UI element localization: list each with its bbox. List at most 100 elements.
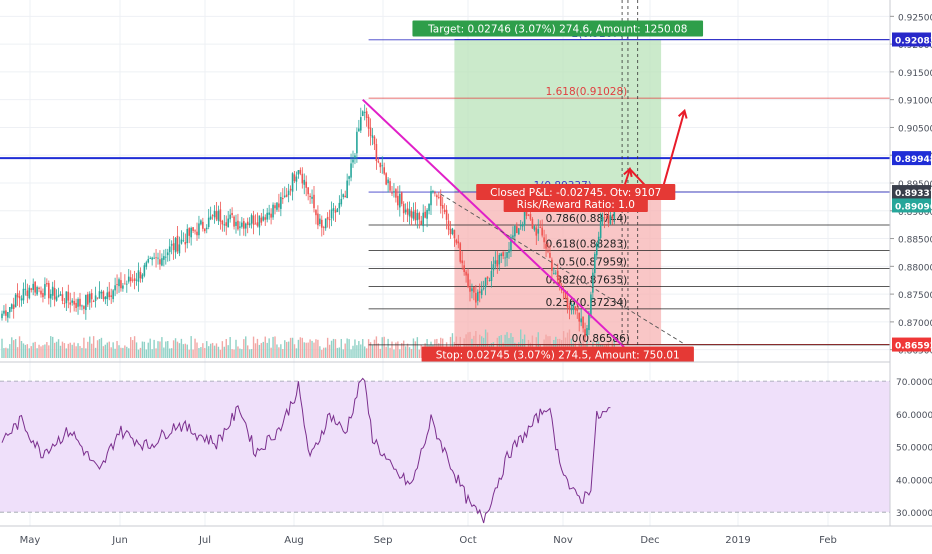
volume-bar	[50, 336, 52, 358]
volume-bar	[149, 338, 151, 358]
volume-bar	[67, 343, 69, 358]
candle-body	[572, 304, 575, 311]
candle-body	[73, 300, 75, 305]
candle-body	[241, 222, 243, 227]
volume-bar	[114, 348, 116, 358]
candle-body	[527, 214, 530, 216]
volume-bar	[342, 349, 344, 358]
volume-bar	[416, 337, 419, 358]
candle-body	[280, 197, 282, 209]
volume-bar	[55, 341, 58, 358]
candle-body	[67, 291, 70, 301]
candle-body	[246, 221, 249, 225]
volume-bar	[233, 349, 235, 358]
candle-body	[432, 190, 434, 193]
candle-body	[71, 300, 73, 303]
volume-bar	[520, 329, 522, 358]
rsi-tick-label: 60.0000	[896, 411, 932, 421]
candle-body	[424, 211, 426, 218]
volume-bar	[98, 339, 101, 358]
candle-body	[488, 279, 491, 281]
volume-bar	[247, 345, 249, 358]
candle-body	[309, 195, 311, 198]
target-label-bg	[412, 20, 704, 37]
time-tick-label: 2019	[725, 535, 750, 546]
volume-bar	[401, 343, 403, 358]
candle-body	[465, 271, 467, 276]
candle-body	[213, 210, 216, 218]
time-tick-label: Jun	[111, 535, 128, 546]
candle-body	[613, 211, 616, 219]
volume-bar	[94, 347, 97, 358]
candle-body	[122, 285, 124, 289]
candle-body	[55, 296, 58, 301]
candle-body	[529, 213, 532, 220]
volume-bar	[91, 343, 93, 358]
candle-body	[129, 277, 132, 282]
candle-body	[174, 237, 177, 253]
candle-body	[196, 231, 198, 236]
volume-bar	[406, 343, 409, 358]
candle-body	[110, 295, 112, 297]
candle-body	[521, 224, 524, 227]
volume-bar	[5, 347, 7, 358]
volume-bar	[116, 340, 118, 358]
candle-body	[293, 174, 296, 182]
volume-bar	[165, 341, 167, 358]
candle-body	[184, 242, 187, 245]
candle-body	[172, 243, 175, 251]
candle-body	[361, 111, 364, 116]
candle-body	[295, 176, 298, 182]
candle-body	[79, 298, 81, 307]
volume-bar	[582, 334, 584, 358]
volume-bar	[20, 340, 23, 358]
candle-body	[133, 278, 136, 281]
price-tag: 0.86592	[895, 342, 932, 352]
volume-bar	[194, 338, 196, 358]
candle-body	[393, 191, 395, 193]
volume-bar	[338, 347, 341, 358]
candle-body	[383, 167, 385, 174]
price-tick-label: 0.91500	[898, 69, 932, 79]
volume-bar	[404, 346, 407, 358]
volume-bar	[38, 344, 40, 358]
rsi-tick-label: 40.0000	[896, 476, 932, 486]
fib-label: 0.236(0.87234)	[546, 297, 628, 309]
volume-bar	[276, 344, 278, 358]
candle-body	[49, 293, 52, 299]
candle-body	[297, 170, 300, 175]
candle-body	[38, 287, 40, 289]
volume-bar	[202, 343, 204, 358]
time-tick-label: Feb	[819, 535, 837, 546]
volume-bar	[196, 342, 198, 358]
candle-body	[155, 257, 157, 259]
candle-body	[517, 228, 520, 235]
candle-body	[104, 296, 107, 300]
candle-body	[549, 252, 551, 258]
candle-body	[379, 162, 382, 168]
candle-body	[500, 253, 502, 257]
volume-bar	[354, 339, 356, 358]
candle-body	[266, 212, 268, 220]
volume-bar	[231, 349, 233, 358]
candle-body	[326, 216, 329, 220]
candle-body	[26, 290, 29, 297]
candle-body	[367, 116, 370, 129]
volume-bar	[11, 337, 13, 358]
candle-body	[141, 274, 144, 279]
candle-body	[112, 290, 114, 300]
candle-body	[375, 144, 378, 161]
volume-bar	[215, 343, 218, 358]
volume-bar	[139, 347, 142, 358]
candle-body	[260, 217, 263, 223]
time-tick-label: Nov	[553, 535, 573, 546]
volume-bar	[57, 339, 60, 358]
candle-body	[20, 298, 23, 301]
candle-body	[145, 262, 148, 267]
candle-body	[233, 216, 235, 227]
candle-body	[582, 316, 584, 329]
candle-body	[601, 216, 604, 222]
candle-body	[92, 301, 95, 302]
volume-bar	[266, 342, 268, 358]
volume-bar	[379, 348, 381, 358]
